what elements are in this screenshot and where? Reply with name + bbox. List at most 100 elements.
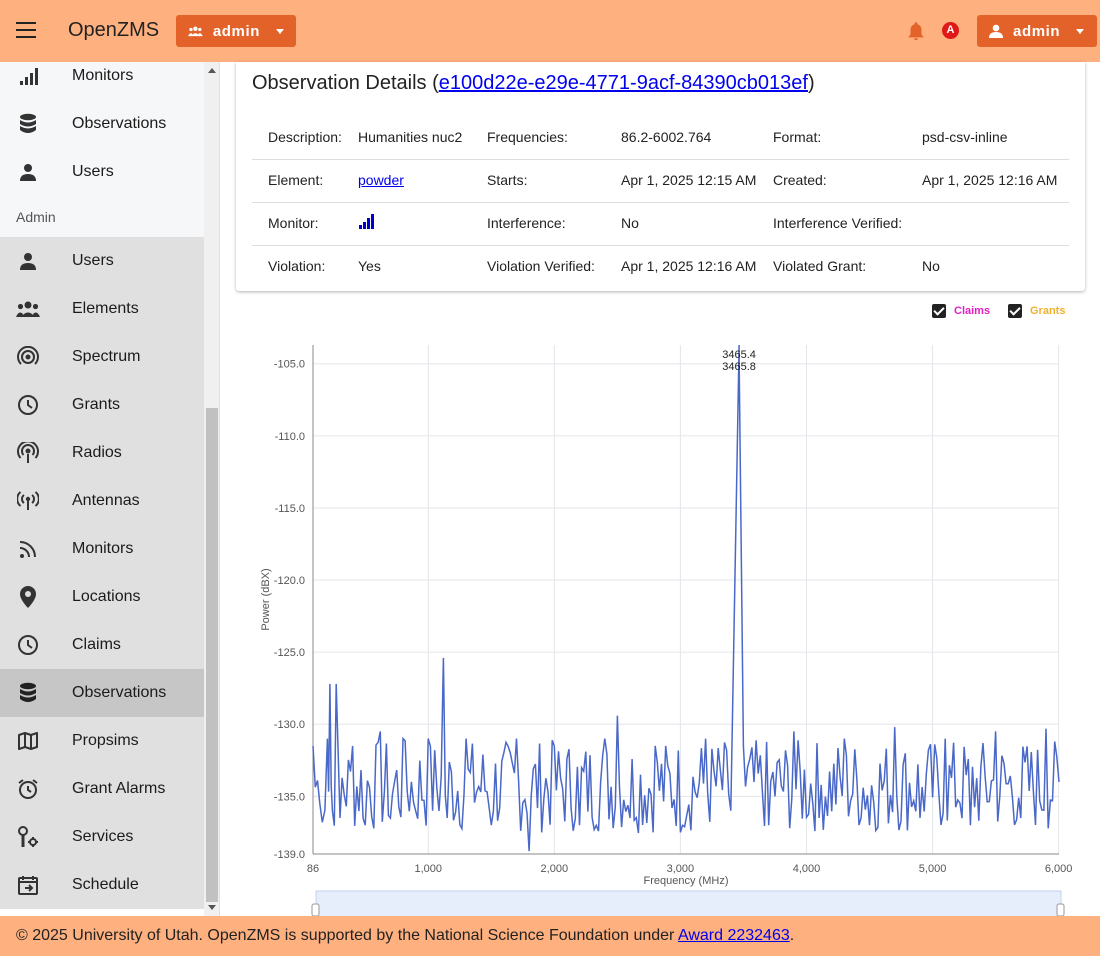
sidebar-item-label: Services: [72, 828, 134, 845]
alert-badge[interactable]: A: [942, 22, 959, 39]
peak-annotation: 3465.8: [722, 361, 756, 373]
table-row: Element: powder Starts: Apr 1, 2025 12:1…: [252, 159, 1069, 203]
sidebar-item-radios[interactable]: Radios: [0, 429, 204, 477]
page-title: Observation Details (e100d22e-e29e-4771-…: [252, 72, 815, 95]
group-select-button[interactable]: admin: [176, 15, 296, 47]
database-icon: [16, 112, 40, 136]
sidebar-item-label: Propsims: [72, 732, 139, 749]
sidebar-item-admin-users[interactable]: Users: [0, 237, 204, 285]
rss-icon: [16, 537, 40, 561]
spectrum-series-line: [312, 344, 1060, 852]
clock-icon: [16, 633, 40, 657]
y-tick-label: -135.0: [274, 791, 305, 803]
value-frequencies: 86.2-6002.764: [621, 116, 773, 160]
chevron-down-icon: [1076, 28, 1085, 34]
sidebar-item-grants[interactable]: Grants: [0, 381, 204, 429]
table-row: Monitor: Interference: No Interference V…: [252, 202, 1069, 246]
label-violation: Violation:: [268, 258, 326, 275]
signal-bars-icon[interactable]: [358, 213, 376, 229]
value-starts: Apr 1, 2025 12:15 AM: [621, 159, 773, 203]
claims-label: Claims: [954, 305, 991, 317]
sidebar-item-users[interactable]: Users: [0, 148, 204, 196]
sidebar-item-spectrum[interactable]: Spectrum: [0, 333, 204, 381]
sidebar-item-schedule[interactable]: Schedule: [0, 861, 204, 909]
sidebar-item-claims[interactable]: Claims: [0, 621, 204, 669]
radio-tower-icon: [16, 441, 40, 465]
grants-toggle[interactable]: Grants: [1008, 304, 1065, 318]
map-icon: [16, 729, 40, 753]
value-violation-verified: Apr 1, 2025 12:16 AM: [621, 258, 757, 275]
element-link[interactable]: powder: [358, 172, 404, 188]
value-violation: Yes: [358, 258, 381, 275]
calendar-icon: [16, 873, 40, 897]
sidebar-item-antennas[interactable]: Antennas: [0, 477, 204, 525]
sidebar-item-admin-observations[interactable]: Observations: [0, 669, 204, 717]
sidebar-item-propsims[interactable]: Propsims: [0, 717, 204, 765]
observation-details-card: Observation Details (e100d22e-e29e-4771-…: [236, 62, 1085, 291]
sidebar-item-label: Observations: [72, 684, 167, 701]
label-description: Description:: [252, 116, 358, 160]
admin-section-header: Admin: [0, 196, 204, 237]
sidebar-item-label: Radios: [72, 444, 122, 461]
x-tick-label: 4,000: [793, 863, 821, 875]
table-row: Description: Humanities nuc2 Frequencies…: [252, 116, 1069, 160]
group-icon: [16, 297, 40, 321]
signal-bars-icon: [16, 64, 40, 88]
sidebar-item-locations[interactable]: Locations: [0, 573, 204, 621]
sidebar: Monitors Observations Users Admin Users …: [0, 62, 204, 916]
value-interference-verified: [922, 202, 1069, 246]
sidebar-item-monitors[interactable]: Monitors: [0, 62, 204, 100]
group-button-label: admin: [212, 22, 260, 40]
user-button-label: admin: [1013, 22, 1061, 40]
y-tick-label: -110.0: [275, 431, 305, 443]
label-starts: Starts:: [487, 159, 621, 203]
scrollbar-thumb[interactable]: [206, 408, 218, 902]
y-tick-label: -125.0: [274, 647, 305, 659]
x-tick-label: 2,000: [541, 863, 569, 875]
x-tick-label: 6,000: [1045, 863, 1073, 875]
sidebar-scrollbar[interactable]: [204, 62, 220, 916]
x-tick-label: 5,000: [919, 863, 947, 875]
alarm-icon: [16, 777, 40, 801]
award-link[interactable]: Award 2232463: [677, 927, 790, 944]
footer-text: © 2025 University of Utah. OpenZMS is su…: [16, 927, 678, 944]
scroll-up-icon[interactable]: [208, 68, 216, 73]
observation-id-link[interactable]: e100d22e-e29e-4771-9acf-84390cb013ef: [438, 72, 808, 94]
label-frequencies: Frequencies:: [487, 116, 621, 160]
label-monitor: Monitor:: [252, 202, 358, 246]
sidebar-item-admin-monitors[interactable]: Monitors: [0, 525, 204, 573]
top-app-bar: OpenZMS admin A admin: [0, 0, 1100, 62]
value-created: Apr 1, 2025 12:16 AM: [922, 159, 1069, 203]
grants-label: Grants: [1030, 305, 1066, 317]
claims-toggle[interactable]: Claims: [932, 304, 990, 318]
sidebar-item-grant-alarms[interactable]: Grant Alarms: [0, 765, 204, 813]
y-axis-label: Power (dBX): [260, 568, 272, 630]
range-slider: [315, 890, 1062, 916]
grants-checkbox[interactable]: [1008, 304, 1022, 318]
bell-icon[interactable]: [905, 20, 927, 42]
footer-end: .: [789, 927, 795, 944]
sidebar-item-label: Monitors: [72, 67, 134, 84]
spectrum-chart[interactable]: -105.0 -110.0 -115.0 -120.0 -125.0 -130.0 -135…: [236, 330, 1086, 916]
chevron-down-icon: [276, 28, 284, 34]
label-format: Format:: [773, 116, 922, 160]
sidebar-item-services[interactable]: Services: [0, 813, 204, 861]
claims-checkbox[interactable]: [932, 304, 946, 318]
person-icon: [16, 160, 40, 184]
clock-icon: [16, 393, 40, 417]
sidebar-item-label: Users: [72, 163, 114, 180]
user-menu-button[interactable]: admin: [977, 15, 1097, 47]
y-tick-label: -139.0: [274, 849, 305, 861]
sidebar-item-observations[interactable]: Observations: [0, 100, 204, 148]
y-tick-label: -130.0: [274, 719, 305, 731]
title-suffix: ): [807, 72, 815, 94]
scroll-down-icon[interactable]: [208, 905, 216, 910]
observation-details-table: Description: Humanities nuc2 Frequencies…: [252, 116, 1069, 288]
spectrum-chart-svg[interactable]: -105.0 -110.0 -115.0 -120.0 -125.0 -130.0 -135…: [236, 330, 1086, 916]
sidebar-item-label: Spectrum: [72, 348, 141, 365]
menu-icon[interactable]: [16, 22, 36, 40]
label-violation-verified: Violation Verified:: [487, 258, 595, 275]
sidebar-item-label: Elements: [72, 300, 139, 317]
sidebar-item-elements[interactable]: Elements: [0, 285, 204, 333]
peak-annotation: 3465.4: [722, 349, 756, 361]
